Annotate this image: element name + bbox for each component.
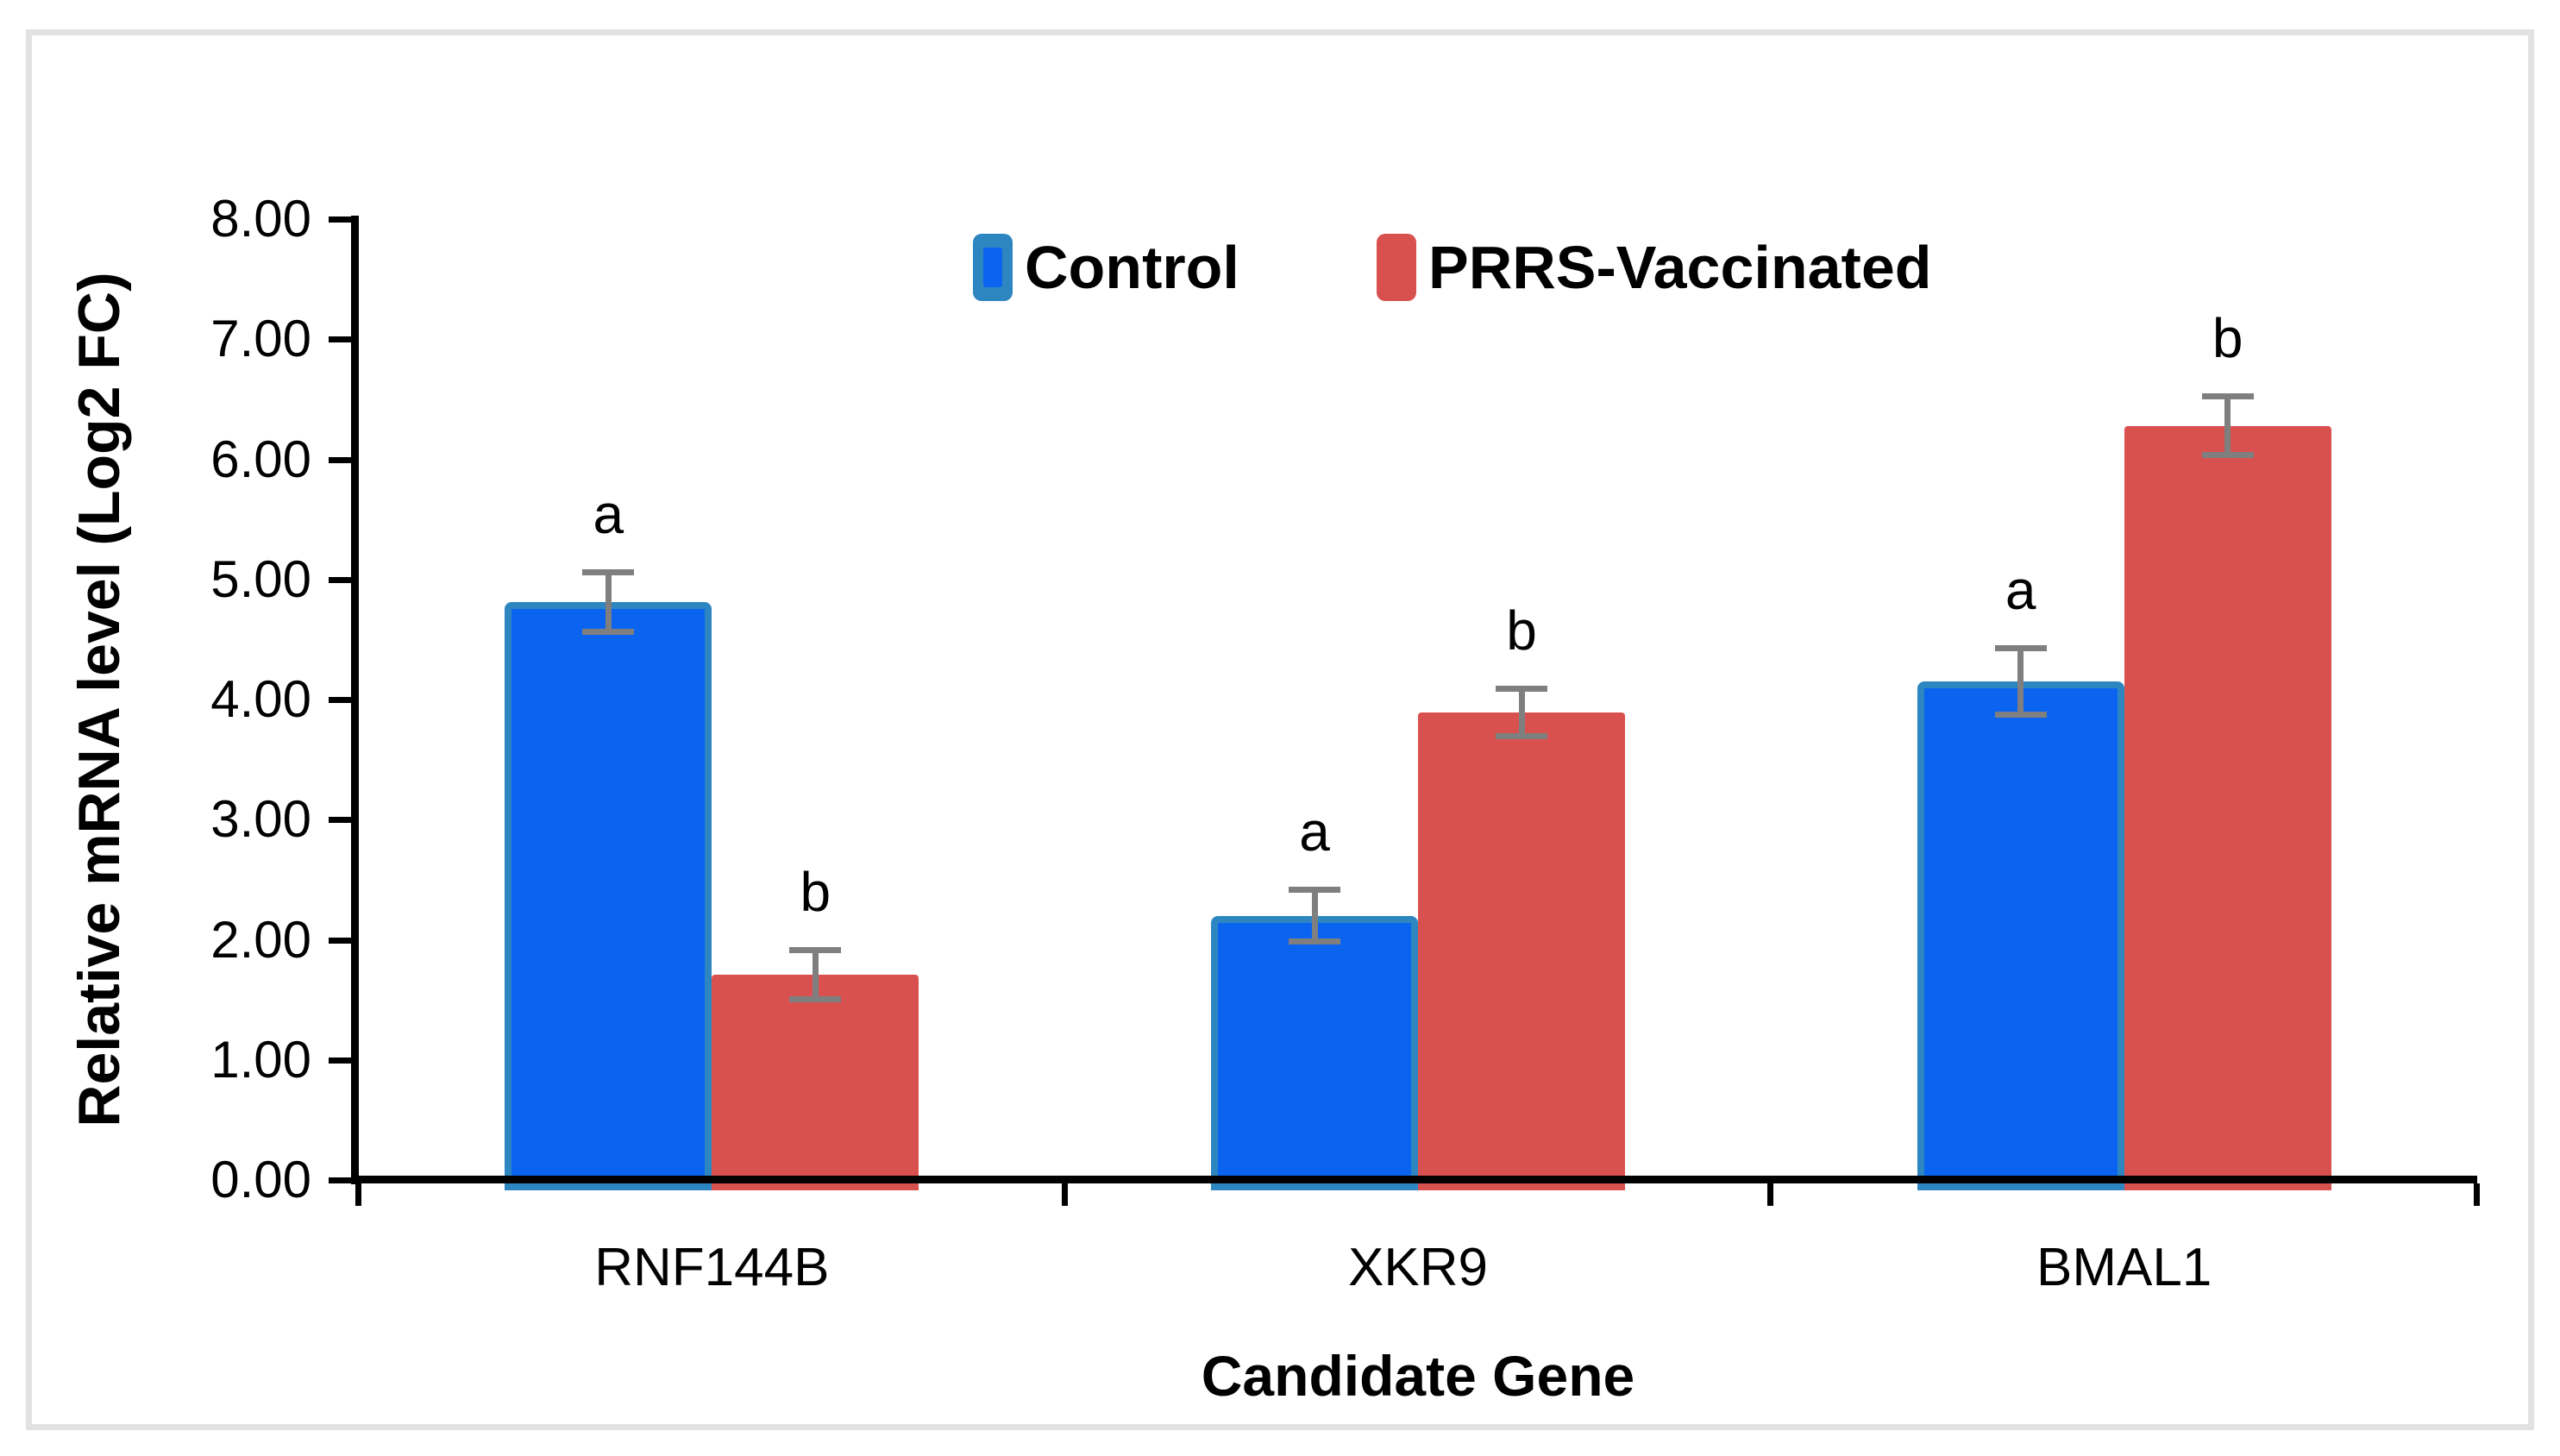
significance-letter: b [800, 860, 831, 923]
legend-swatch-inner [983, 248, 1002, 287]
legend: Control PRRS-Vaccinated [0, 224, 2560, 302]
y-tick-label: 0.00 [210, 1151, 311, 1208]
error-bar-cap-top [1994, 645, 2047, 652]
bar-prrs-vaccinated-rnf144b [712, 974, 919, 1190]
x-category-label: RNF144B [594, 1238, 830, 1297]
x-axis-title: Candidate Gene [1201, 1344, 1635, 1408]
x-category-label: XKR9 [1348, 1238, 1488, 1297]
error-bar-line [2017, 648, 2024, 716]
legend-label: PRRS-Vaccinated [1428, 234, 1932, 301]
y-tick-label: 8.00 [210, 190, 311, 248]
error-bar-cap-bottom [1496, 733, 1547, 740]
x-tick [1061, 1183, 1068, 1206]
y-tick-label: 4.00 [210, 670, 311, 728]
error-bar-line [2224, 395, 2231, 456]
y-tick-label: 5.00 [210, 549, 311, 608]
y-tick [329, 217, 351, 223]
error-bar-line [1311, 889, 1318, 943]
y-tick-label: 1.00 [210, 1030, 311, 1089]
significance-letter: b [2212, 306, 2243, 369]
y-tick-origin-stub [359, 1177, 371, 1183]
x-tick [355, 1183, 361, 1206]
significance-letter: a [1299, 800, 1330, 863]
error-bar-cap-bottom [1289, 938, 1340, 945]
significance-letter: b [1506, 599, 1537, 662]
y-tick [329, 817, 351, 824]
y-tick [329, 1057, 351, 1064]
y-tick-label: 7.00 [210, 310, 311, 368]
x-category-label: BMAL1 [2036, 1238, 2212, 1297]
legend-item-prrs-vaccinated: PRRS-Vaccinated [1377, 231, 1932, 304]
bar-control-rnf144b [505, 602, 712, 1190]
bar-prrs-vaccinated-xkr9 [1418, 712, 1625, 1190]
legend-label: Control [1025, 234, 1239, 301]
y-tick-label: 6.00 [210, 430, 311, 488]
y-tick [329, 336, 351, 343]
legend-swatch-icon [1377, 234, 1416, 301]
error-bar-cap-bottom [2201, 452, 2254, 459]
bar-control-xkr9 [1211, 915, 1418, 1190]
y-tick-label: 3.00 [210, 790, 311, 849]
error-bar-cap-top [789, 946, 842, 953]
x-tick [1767, 1183, 1774, 1206]
y-tick [329, 1177, 351, 1183]
legend-item-control: Control [973, 231, 1239, 304]
significance-letter: a [2005, 559, 2036, 622]
error-bar-cap-bottom [582, 629, 635, 636]
y-axis-line [351, 216, 359, 1184]
error-bar-cap-bottom [789, 996, 842, 1003]
error-bar-cap-top [2201, 392, 2254, 399]
y-tick [329, 937, 351, 944]
y-tick [329, 697, 351, 703]
error-bar-cap-top [582, 569, 635, 576]
x-tick [2474, 1183, 2480, 1206]
legend-swatch-icon [973, 234, 1013, 301]
error-bar-cap-bottom [1994, 712, 2047, 719]
significance-letter: a [593, 483, 624, 546]
error-bar-cap-top [1496, 686, 1547, 693]
error-bar-cap-top [1289, 887, 1340, 893]
error-bar-line [605, 572, 612, 633]
error-bar-line [1518, 688, 1525, 737]
y-tick [329, 456, 351, 463]
bar-prrs-vaccinated-bmal1 [2124, 425, 2331, 1190]
y-tick-label: 2.00 [210, 910, 311, 969]
x-axis-line [351, 1176, 2477, 1183]
y-tick [329, 576, 351, 583]
error-bar-line [812, 949, 819, 1001]
bar-control-bmal1 [1917, 681, 2124, 1190]
